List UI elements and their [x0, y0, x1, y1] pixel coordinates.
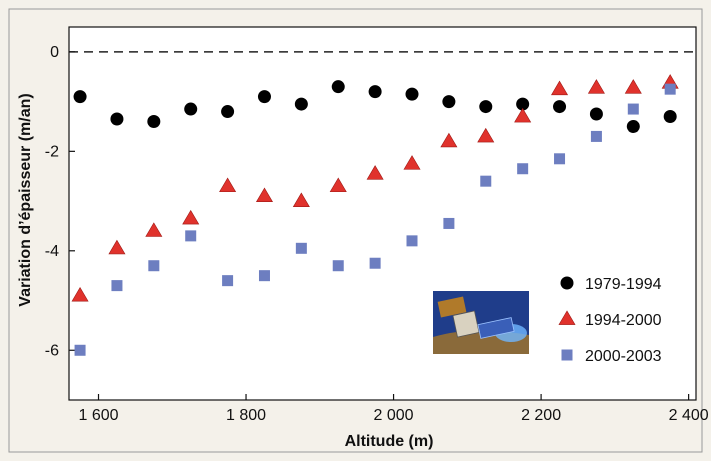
point-circle	[184, 102, 198, 116]
y-axis-title: Variation d’épaisseur (m/an)	[17, 93, 34, 306]
series-2000-2003	[74, 83, 676, 356]
point-square	[332, 260, 344, 272]
point-triangle	[329, 177, 347, 193]
point-square	[369, 257, 381, 269]
point-circle	[626, 119, 640, 133]
point-square	[627, 103, 639, 115]
point-triangle	[292, 192, 310, 207]
point-circle	[589, 107, 603, 121]
point-square	[258, 270, 270, 282]
point-square	[148, 260, 160, 272]
point-square	[443, 217, 455, 229]
series-1979-1994	[73, 80, 677, 133]
x-tick-label: 2 400	[669, 407, 709, 424]
legend-marker-square	[561, 349, 573, 361]
x-tick-label: 1 600	[78, 407, 118, 424]
point-triangle	[71, 286, 89, 302]
axis-layer: 1 600 1 800 2 000 2 200 2 400 0 -2 -4 -6	[45, 44, 709, 424]
y-tick-label: 0	[50, 44, 59, 61]
point-triangle	[108, 239, 126, 255]
point-triangle	[219, 177, 237, 193]
legend: 1979-1994 1994-2000 2000-2003	[558, 276, 662, 365]
point-circle	[147, 114, 161, 128]
point-triangle	[403, 155, 421, 170]
series-1994-2000	[71, 74, 679, 302]
legend-label: 1979-1994	[585, 276, 662, 293]
point-circle	[368, 85, 382, 99]
x-tick-label: 2 000	[374, 407, 414, 424]
point-square	[406, 235, 418, 247]
y-tick-label: -2	[45, 143, 59, 160]
point-circle	[516, 97, 530, 111]
point-triangle	[477, 127, 495, 143]
point-square	[480, 175, 492, 187]
point-circle	[553, 100, 567, 114]
y-tick-label: -4	[45, 243, 59, 260]
point-triangle	[366, 165, 384, 180]
point-circle	[405, 87, 419, 101]
point-circle	[442, 95, 456, 109]
point-square	[554, 153, 566, 165]
point-square	[517, 163, 529, 175]
point-square	[74, 344, 86, 356]
x-tick-label: 1 800	[226, 407, 266, 424]
point-square	[664, 83, 676, 95]
x-axis-title: Altitude (m)	[345, 433, 434, 450]
point-triangle	[255, 187, 274, 202]
point-square	[295, 242, 307, 254]
point-triangle	[551, 80, 569, 96]
point-circle	[73, 90, 87, 104]
point-circle	[663, 110, 677, 124]
point-triangle	[440, 132, 458, 148]
point-square	[222, 275, 234, 287]
legend-label: 1994-2000	[585, 312, 662, 329]
point-triangle	[182, 209, 200, 225]
point-square	[590, 130, 602, 142]
point-circle	[257, 90, 271, 104]
plot-area	[68, 26, 697, 401]
point-circle	[479, 100, 493, 114]
point-square	[111, 280, 123, 292]
point-triangle	[587, 79, 605, 94]
satellite-icon	[437, 296, 515, 339]
outer-frame	[8, 8, 703, 453]
point-triangle	[145, 222, 163, 237]
legend-marker-triangle	[558, 310, 576, 325]
point-circle	[110, 112, 124, 126]
y-tick-label: -6	[45, 342, 59, 359]
marks-layer	[71, 74, 679, 356]
legend-marker-circle	[560, 276, 574, 290]
point-triangle	[514, 107, 532, 123]
point-circle	[331, 80, 345, 94]
point-triangle	[624, 79, 642, 94]
legend-label: 2000-2003	[585, 348, 662, 365]
satellite-inset	[433, 291, 529, 354]
point-square	[185, 230, 197, 242]
point-circle	[221, 105, 235, 119]
point-circle	[294, 97, 308, 111]
x-tick-label: 2 200	[521, 407, 561, 424]
